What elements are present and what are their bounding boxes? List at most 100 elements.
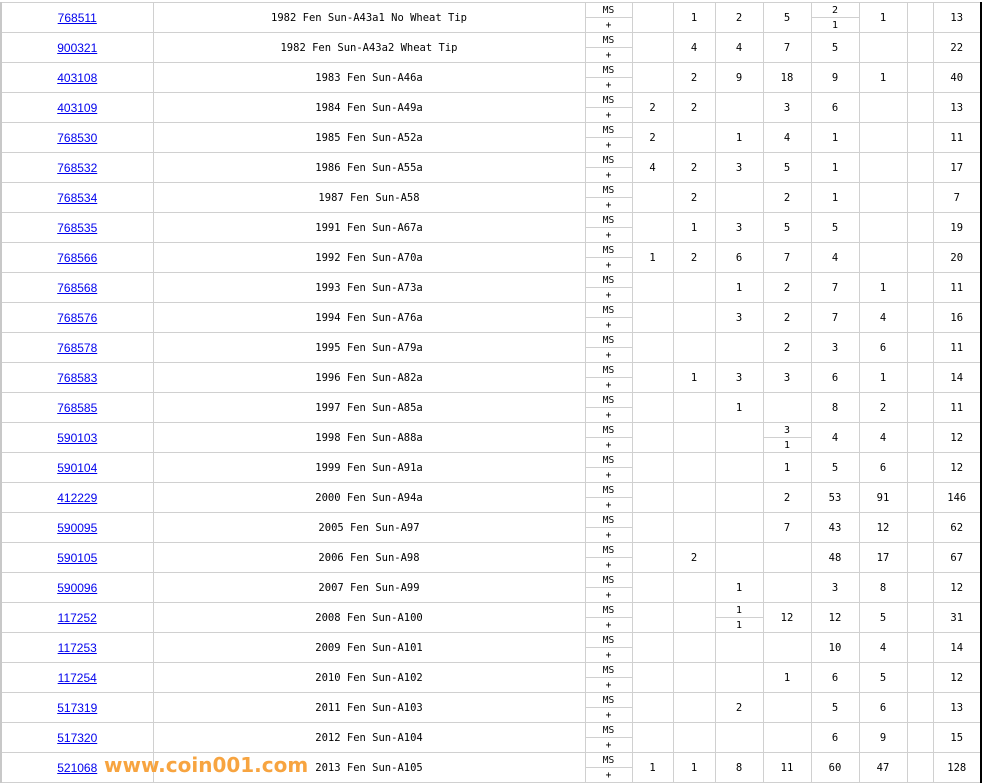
- grade-ms-label: MS: [585, 543, 632, 558]
- item-link[interactable]: 768576: [57, 310, 98, 325]
- item-link[interactable]: 768585: [57, 400, 98, 415]
- count-cell: 4: [810, 422, 860, 453]
- count-cell: [672, 602, 716, 633]
- total-cell: 128: [932, 752, 982, 783]
- count-cell: 2: [672, 242, 716, 273]
- total-cell: 19: [932, 212, 982, 243]
- count-cell: [631, 512, 674, 543]
- grade-split: MS +: [585, 333, 632, 362]
- grade-cell: MS +: [584, 152, 633, 183]
- count-cell: 2: [714, 2, 764, 33]
- count-cell: 5: [810, 212, 860, 243]
- item-link[interactable]: 590096: [57, 580, 98, 595]
- count-cell: 2: [714, 692, 764, 723]
- grade-cell: MS +: [584, 332, 633, 363]
- grade-ms-label: MS: [585, 723, 632, 738]
- table-row: 590095 2005 Fen Sun-A97 MS +7 43 12 62: [0, 512, 982, 543]
- item-link[interactable]: 768534: [57, 190, 98, 205]
- count-cell: 1: [858, 62, 908, 93]
- item-link[interactable]: 117253: [57, 640, 97, 655]
- grade-split: MS +: [585, 423, 632, 452]
- item-link[interactable]: 517319: [57, 700, 98, 715]
- table-row: 768566 1992 Fen Sun-A70a MS +1 2 6 7 4 20: [0, 242, 982, 273]
- count-cell: [672, 332, 716, 363]
- count-cell: [672, 272, 716, 303]
- grade-plus-label: +: [605, 289, 612, 301]
- item-link[interactable]: 403109: [57, 100, 98, 115]
- item-link[interactable]: 590103: [57, 430, 98, 445]
- table-row: 412229 2000 Fen Sun-A94a MS +2 53 91 146: [0, 482, 982, 513]
- grade-cell: MS +: [584, 632, 633, 663]
- item-link[interactable]: 521068: [57, 760, 98, 775]
- count-cell: [672, 722, 716, 753]
- grade-plus-label: +: [605, 679, 612, 691]
- grade-split: MS +: [585, 663, 632, 692]
- count-cell: [631, 212, 674, 243]
- item-link[interactable]: 900321: [57, 40, 98, 55]
- item-link[interactable]: 768568: [57, 280, 98, 295]
- count-cell: 7: [810, 302, 860, 333]
- item-link[interactable]: 590105: [57, 550, 98, 565]
- count-cell: [631, 422, 674, 453]
- item-link[interactable]: 590095: [57, 520, 98, 535]
- total-cell: 14: [932, 632, 982, 663]
- item-link[interactable]: 403108: [57, 70, 98, 85]
- description-cell: 2007 Fen Sun-A99: [152, 572, 586, 603]
- table-row: 768583 1996 Fen Sun-A82a MS +1 3 3 6 1 14: [0, 362, 982, 393]
- count-cell: [906, 512, 934, 543]
- count-cell: [906, 542, 934, 573]
- count-cell: [906, 62, 934, 93]
- id-cell: 768535: [0, 212, 154, 243]
- grade-cell: MS +: [584, 752, 633, 783]
- item-link[interactable]: 412229: [57, 490, 98, 505]
- item-link[interactable]: 768530: [57, 130, 98, 145]
- count-cell: 7: [762, 512, 812, 543]
- table-row: 768578 1995 Fen Sun-A79a MS +2 3 6 11: [0, 332, 982, 363]
- count-cell: 1: [858, 2, 908, 33]
- count-cell: [858, 152, 908, 183]
- count-cell: 8: [858, 572, 908, 603]
- item-link[interactable]: 117254: [57, 670, 97, 685]
- item-link[interactable]: 517320: [57, 730, 98, 745]
- count-cell: [631, 572, 674, 603]
- count-cell: [631, 272, 674, 303]
- table-row: 768585 1997 Fen Sun-A85a MS +1 8 2 11: [0, 392, 982, 423]
- grade-plus-label: +: [605, 769, 612, 781]
- count-cell: [762, 572, 812, 603]
- item-link[interactable]: 117252: [57, 610, 97, 625]
- description-cell: 2009 Fen Sun-A101: [152, 632, 586, 663]
- description-cell: 2013 Fen Sun-A105: [152, 752, 586, 783]
- grade-ms-label: MS: [585, 663, 632, 678]
- grade-ms-label: MS: [585, 483, 632, 498]
- item-link[interactable]: 590104: [57, 460, 98, 475]
- description-cell: 1985 Fen Sun-A52a: [152, 122, 586, 153]
- count-cell: [714, 452, 764, 483]
- table-row: 117253 2009 Fen Sun-A101 MS +10 4 14: [0, 632, 982, 663]
- count-cell: 1: [714, 392, 764, 423]
- item-link[interactable]: 768511: [57, 10, 97, 25]
- count-cell: 1: [714, 272, 764, 303]
- count-cell: 48: [810, 542, 860, 573]
- item-link[interactable]: 768578: [57, 340, 98, 355]
- count-cell: 53: [810, 482, 860, 513]
- total-cell: 12: [932, 662, 982, 693]
- count-cell: [714, 722, 764, 753]
- id-cell: 590096: [0, 572, 154, 603]
- description-cell: 1992 Fen Sun-A70a: [152, 242, 586, 273]
- item-link[interactable]: 768566: [57, 250, 98, 265]
- grade-cell: MS +: [584, 2, 633, 33]
- count-cell: 7: [762, 242, 812, 273]
- item-link[interactable]: 768535: [57, 220, 98, 235]
- count-cell: 6: [714, 242, 764, 273]
- count-cell: 9: [858, 722, 908, 753]
- item-link[interactable]: 768532: [57, 160, 98, 175]
- item-link[interactable]: 768583: [57, 370, 98, 385]
- count-cell: 2: [762, 272, 812, 303]
- count-cell: 4: [858, 302, 908, 333]
- count-cell: [906, 422, 934, 453]
- count-cell: [906, 482, 934, 513]
- count-cell: [906, 602, 934, 633]
- id-cell: 768530: [0, 122, 154, 153]
- total-cell: 11: [932, 392, 982, 423]
